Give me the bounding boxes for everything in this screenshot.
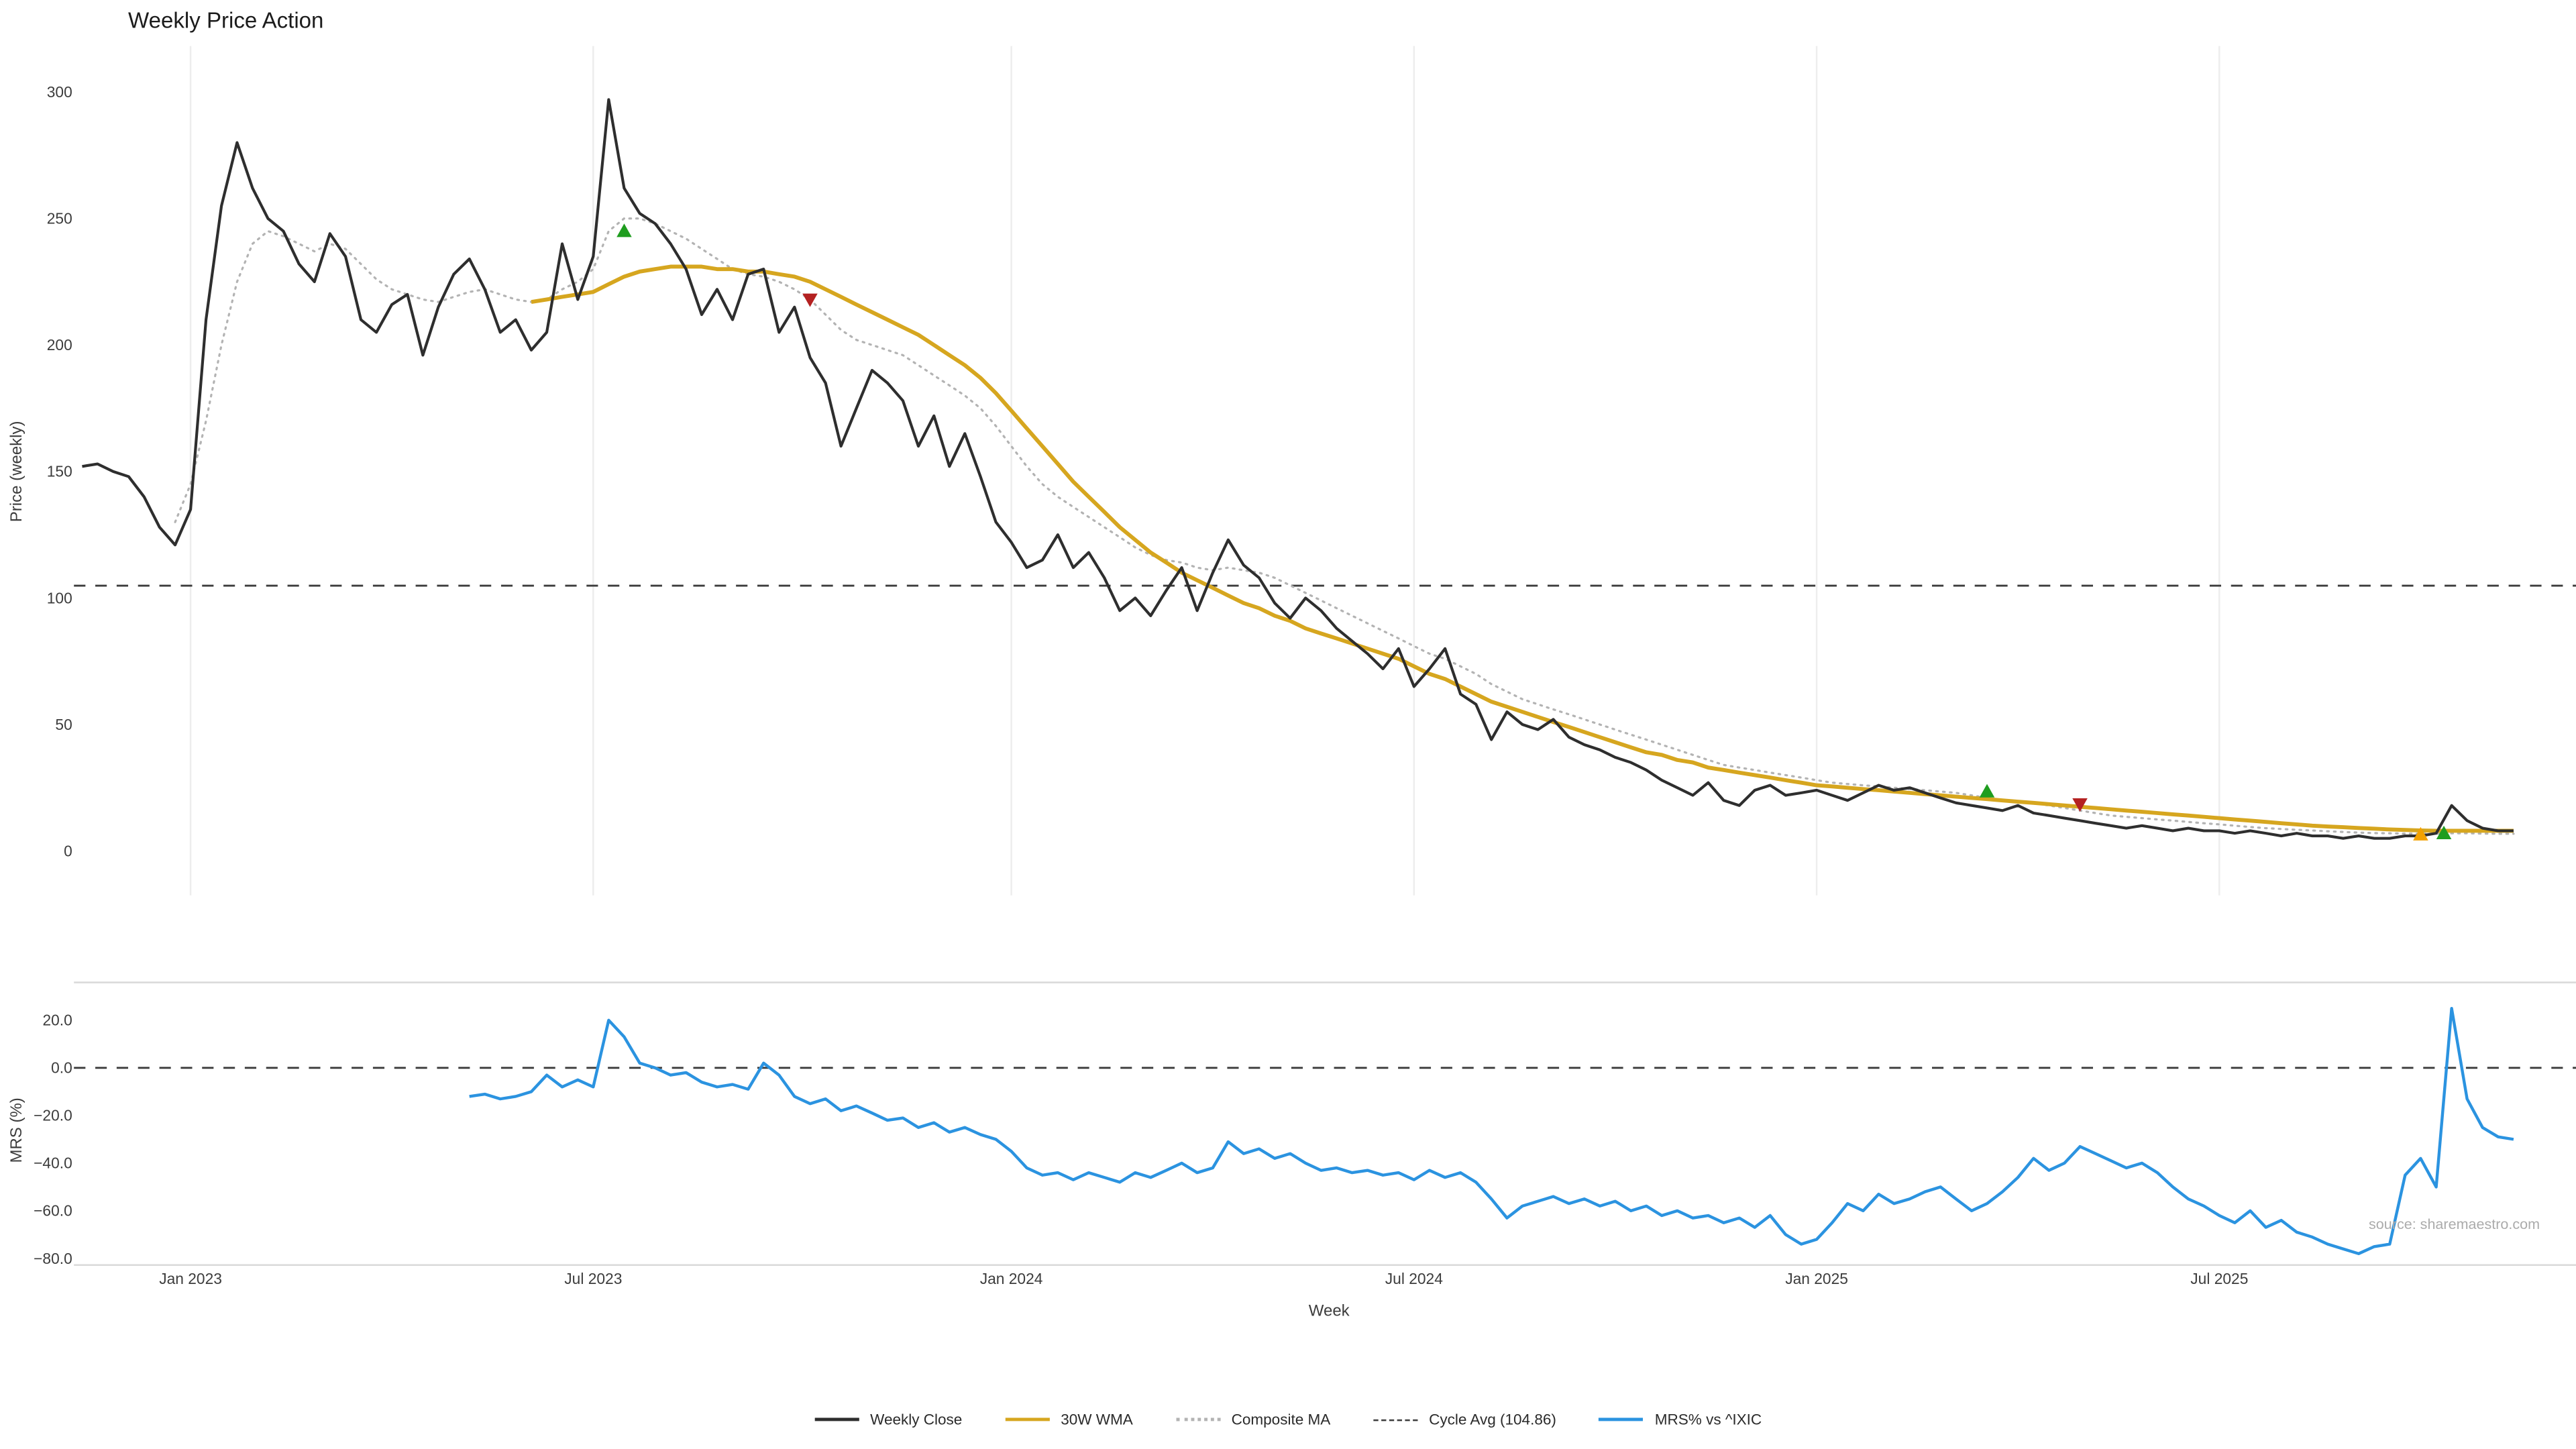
legend-label-weekly-close: Weekly Close — [870, 1411, 963, 1428]
price-y-axis-label: Price (weekly) — [7, 421, 25, 523]
legend-label-30w-wma: 30W WMA — [1061, 1411, 1133, 1428]
wma-line — [531, 264, 2514, 833]
price-y-tick-label: 0 — [64, 842, 72, 859]
signal-marker-sell — [2072, 798, 2088, 812]
price-y-tick-label: 250 — [47, 210, 72, 227]
mrs-line — [469, 1006, 2514, 1256]
price-y-tick-label: 100 — [47, 589, 72, 606]
mrs-y-tick-label: −80.0 — [34, 1250, 72, 1267]
x-tick-label: Jan 2025 — [1785, 1270, 1848, 1287]
composite-ma-line-swatch — [1175, 1417, 1220, 1421]
price-y-tick-label: 300 — [47, 83, 72, 101]
mrs-y-axis-label: MRS (%) — [7, 1097, 25, 1163]
signal-marker-special — [2413, 826, 2428, 841]
x-axis-label: Week — [1309, 1302, 1350, 1320]
legend-item-mrs: MRS% vs ^IXIC — [1599, 1411, 1762, 1428]
legend-item-composite-ma: Composite MA — [1175, 1411, 1330, 1428]
mrs-y-tick-label: 20.0 — [42, 1012, 72, 1029]
legend-item-cycle-avg: Cycle Avg (104.86) — [1373, 1411, 1556, 1428]
cycle-avg-line-swatch — [1373, 1418, 1418, 1421]
mrs-y-tick-label: −60.0 — [34, 1202, 72, 1220]
mrs-y-tick-label: −40.0 — [34, 1155, 72, 1172]
legend-label-mrs: MRS% vs ^IXIC — [1654, 1411, 1762, 1428]
signal-marker-buy — [1979, 784, 1995, 798]
chart-title: Weekly Price Action — [128, 9, 323, 34]
composite-ma-line — [174, 217, 2515, 835]
chart-legend: Weekly Close 30W WMA Composite MA Cycle … — [0, 1411, 2576, 1428]
x-tick-label: Jan 2023 — [159, 1270, 222, 1287]
x-tick-label: Jul 2025 — [2190, 1270, 2248, 1287]
weekly-close-line-swatch — [814, 1417, 859, 1421]
legend-label-cycle-avg: Cycle Avg (104.86) — [1429, 1411, 1556, 1428]
legend-item-weekly-close: Weekly Close — [814, 1411, 962, 1428]
price-y-tick-label: 150 — [47, 463, 72, 480]
legend-label-composite-ma: Composite MA — [1231, 1411, 1331, 1428]
plot-layer: 0 50 100 150 200 250 300 20.0 0.0 −20.0 −40.0 −60.0… — [34, 46, 2576, 1287]
mrs-y-tick-label: −20.0 — [34, 1107, 72, 1124]
watermark: source: sharemaestro.com — [2369, 1216, 2540, 1232]
mrs-line-swatch — [1599, 1417, 1644, 1421]
signal-marker-buy — [2436, 825, 2452, 839]
mrs-y-tick-label: 0.0 — [51, 1059, 72, 1077]
weekly-close-line — [82, 98, 2514, 840]
price-y-tick-label: 200 — [47, 336, 72, 354]
legend-item-30w-wma: 30W WMA — [1004, 1411, 1133, 1428]
signal-marker-buy — [616, 223, 632, 237]
price-y-tick-label: 50 — [55, 716, 72, 733]
wma-line-swatch — [1004, 1417, 1050, 1421]
x-tick-label: Jan 2024 — [980, 1270, 1043, 1287]
signal-marker-sell — [802, 293, 818, 307]
x-tick-label: Jul 2023 — [564, 1270, 622, 1287]
x-tick-label: Jul 2024 — [1385, 1270, 1443, 1287]
